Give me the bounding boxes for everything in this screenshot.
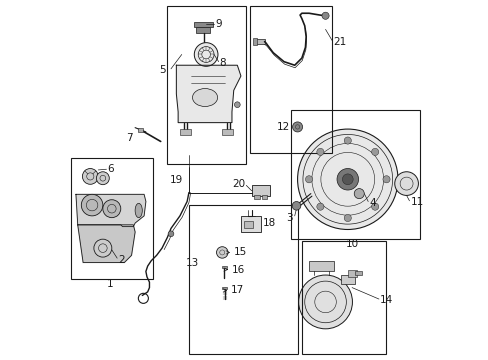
Circle shape	[292, 122, 302, 132]
Circle shape	[321, 12, 328, 19]
Circle shape	[216, 247, 227, 258]
Circle shape	[394, 172, 418, 195]
Bar	[261, 195, 267, 199]
Text: 13: 13	[185, 258, 198, 268]
Text: 9: 9	[215, 19, 221, 30]
Bar	[253, 38, 257, 45]
Circle shape	[102, 200, 121, 218]
Bar	[308, 261, 333, 271]
Bar	[249, 6, 332, 153]
Bar	[188, 205, 298, 354]
Polygon shape	[76, 194, 145, 226]
Circle shape	[336, 168, 358, 190]
Ellipse shape	[192, 89, 217, 107]
Circle shape	[94, 239, 112, 257]
Text: 20: 20	[232, 179, 244, 189]
Text: 16: 16	[231, 265, 244, 275]
Bar	[251, 185, 269, 196]
Bar	[354, 271, 362, 275]
Circle shape	[353, 189, 364, 199]
Circle shape	[298, 275, 352, 329]
Bar	[167, 6, 246, 164]
Bar	[254, 40, 264, 44]
Text: 14: 14	[379, 295, 392, 305]
Circle shape	[344, 215, 351, 222]
Bar	[137, 128, 143, 132]
Text: 19: 19	[170, 175, 183, 185]
Circle shape	[96, 172, 109, 185]
Text: 11: 11	[410, 197, 423, 207]
Text: 10: 10	[345, 239, 358, 249]
Text: 21: 21	[333, 37, 346, 47]
Bar	[222, 287, 227, 289]
Text: 17: 17	[230, 285, 244, 296]
Circle shape	[382, 176, 389, 183]
Ellipse shape	[135, 203, 142, 218]
Bar	[290, 110, 419, 239]
Circle shape	[342, 174, 352, 185]
Circle shape	[316, 148, 324, 156]
Bar	[244, 221, 253, 228]
Circle shape	[292, 202, 300, 210]
Circle shape	[194, 42, 218, 66]
Circle shape	[305, 176, 312, 183]
Circle shape	[371, 148, 378, 156]
Bar	[348, 270, 357, 277]
Bar	[222, 129, 233, 135]
Circle shape	[316, 203, 324, 210]
Text: 4: 4	[368, 198, 375, 208]
Text: 18: 18	[263, 218, 276, 228]
Bar	[193, 22, 212, 27]
Circle shape	[234, 102, 240, 108]
Bar	[241, 216, 260, 232]
Bar	[253, 195, 259, 199]
Text: 1: 1	[107, 279, 113, 289]
Circle shape	[81, 194, 102, 216]
Text: 6: 6	[107, 164, 114, 174]
Text: 7: 7	[126, 133, 132, 143]
Text: 2: 2	[118, 255, 124, 265]
Circle shape	[371, 203, 378, 210]
Circle shape	[168, 231, 174, 237]
Text: 15: 15	[233, 247, 246, 257]
Polygon shape	[176, 65, 241, 123]
Bar	[301, 241, 386, 354]
Bar	[180, 129, 190, 135]
Bar	[196, 27, 210, 33]
Bar	[222, 266, 226, 268]
Bar	[340, 275, 354, 284]
Bar	[70, 158, 153, 279]
Circle shape	[297, 129, 397, 229]
Circle shape	[82, 168, 98, 184]
Circle shape	[344, 137, 351, 144]
Text: 8: 8	[219, 58, 225, 68]
Text: 5: 5	[159, 64, 165, 75]
Polygon shape	[78, 225, 135, 262]
Text: 12: 12	[277, 122, 290, 132]
Text: 3: 3	[285, 213, 292, 223]
